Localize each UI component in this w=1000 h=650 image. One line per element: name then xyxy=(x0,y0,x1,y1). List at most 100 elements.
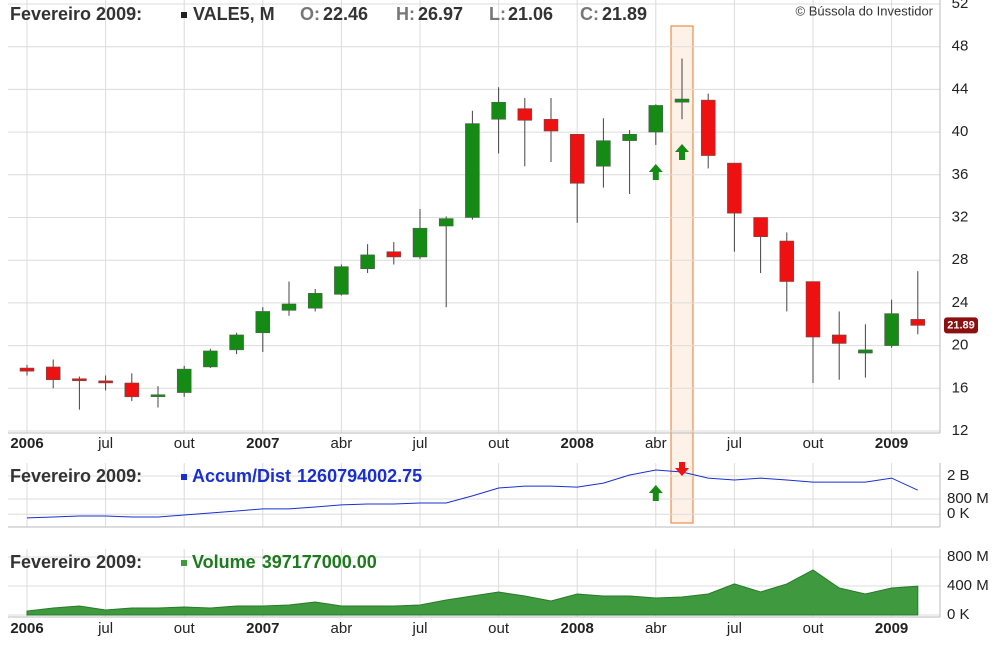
price-tag-label: 21.89 xyxy=(947,319,975,331)
candle-body xyxy=(176,368,192,393)
candle-body xyxy=(334,266,349,295)
signal-arrow xyxy=(648,164,663,180)
candle-body xyxy=(831,334,847,344)
ohlc-label: L: xyxy=(489,4,506,24)
candle-body xyxy=(596,140,611,167)
y-tick-label: 52 xyxy=(952,0,969,12)
area xyxy=(26,569,919,616)
x-tick-label: out xyxy=(803,435,825,452)
x-tick-label: abr xyxy=(331,620,353,637)
y-tick-label: 40 xyxy=(952,123,969,140)
candle-body xyxy=(229,334,244,351)
x-tick-label: jul xyxy=(411,435,427,452)
legend-swatch xyxy=(181,560,187,566)
x-tick-label: jul xyxy=(411,620,427,637)
ohlc-value: 21.89 xyxy=(602,4,647,24)
candle-body xyxy=(124,382,140,398)
copyright: © Bússola do Investidor xyxy=(796,3,934,18)
legend-swatch xyxy=(181,12,187,18)
x-tick-label: out xyxy=(803,620,825,637)
ohlc-value: 22.46 xyxy=(323,4,368,24)
candle-body xyxy=(98,380,113,384)
y-tick-label: 32 xyxy=(952,208,969,225)
y-tick-label: 800 M xyxy=(947,548,989,565)
candle-body xyxy=(517,108,533,121)
y-tick-label: 2 B xyxy=(947,467,970,484)
candle-body xyxy=(255,311,271,334)
price-tag xyxy=(944,317,978,334)
panel-date: Fevereiro 2009: xyxy=(10,552,142,572)
y-tick-label: 0 K xyxy=(947,505,970,522)
ohlc-label: O: xyxy=(300,4,320,24)
x-tick-label: out xyxy=(488,435,510,452)
candle-body xyxy=(884,313,899,346)
y-tick-label: 400 M xyxy=(947,577,989,594)
highlight xyxy=(670,25,694,524)
candle-body xyxy=(491,101,506,120)
x-tick-label: 2008 xyxy=(561,620,594,637)
x-tick-label: jul xyxy=(726,620,742,637)
legend-name: Accum/Dist xyxy=(192,466,291,486)
candle-body xyxy=(360,254,375,269)
candle-body xyxy=(622,133,637,141)
x-tick-label: out xyxy=(488,620,510,637)
signal-arrow xyxy=(648,485,663,501)
y-tick-label: 24 xyxy=(952,294,969,311)
candle-body xyxy=(674,98,690,103)
candle-body xyxy=(307,293,323,309)
candle-body xyxy=(19,367,35,372)
candle-body xyxy=(150,394,166,397)
candle-body xyxy=(779,240,795,282)
ohlc-value: 21.06 xyxy=(508,4,553,24)
y-tick-label: 20 xyxy=(952,337,969,354)
y-tick-label: 48 xyxy=(952,38,969,55)
candle-body xyxy=(858,349,873,354)
x-tick-label: jul xyxy=(97,435,113,452)
panel-date: Fevereiro 2009: xyxy=(10,466,142,486)
candle-body xyxy=(700,99,716,156)
line xyxy=(26,469,919,519)
candle-body xyxy=(543,119,559,132)
y-tick-label: 44 xyxy=(952,80,969,97)
legend-value: 397177000.00 xyxy=(262,552,377,572)
y-tick-label: 28 xyxy=(952,251,969,268)
y-tick-label: 0 K xyxy=(947,606,970,623)
y-tick-label: 16 xyxy=(952,379,969,396)
legend-swatch xyxy=(181,474,187,480)
candle-body xyxy=(281,303,297,311)
legend-label: Volume 397177000.00 xyxy=(192,552,377,572)
x-tick-label: 2007 xyxy=(246,620,279,637)
x-tick-label: out xyxy=(174,620,196,637)
candle-body xyxy=(910,319,926,326)
y-tick-label: 12 xyxy=(952,422,969,439)
candle-body xyxy=(412,227,428,258)
header-symbol: VALE5, M xyxy=(193,4,275,24)
signal-arrow xyxy=(675,144,689,160)
ohlc-value: 26.97 xyxy=(418,4,463,24)
signal-arrow xyxy=(675,462,689,476)
candle-body xyxy=(805,281,821,338)
candle-body xyxy=(438,218,454,227)
x-tick-label: 2006 xyxy=(10,435,43,452)
candle-body xyxy=(465,123,480,218)
x-tick-label: out xyxy=(174,435,196,452)
legend-label: Accum/Dist 1260794002.75 xyxy=(192,466,422,486)
candle-body xyxy=(386,251,402,258)
x-tick-label: abr xyxy=(645,435,667,452)
candle-body xyxy=(727,162,742,214)
x-tick-label: jul xyxy=(726,435,742,452)
candle-body xyxy=(203,350,218,368)
y-tick-label: 800 M xyxy=(947,490,989,507)
header-date: Fevereiro 2009: xyxy=(10,4,142,24)
x-tick-label: abr xyxy=(331,435,353,452)
x-tick-label: 2009 xyxy=(875,435,908,452)
x-tick-label: 2006 xyxy=(10,620,43,637)
ohlc-label: C: xyxy=(580,4,599,24)
x-tick-label: abr xyxy=(645,620,667,637)
legend-name: Volume xyxy=(192,552,256,572)
candle-body xyxy=(753,217,768,237)
x-tick-label: 2007 xyxy=(246,435,279,452)
